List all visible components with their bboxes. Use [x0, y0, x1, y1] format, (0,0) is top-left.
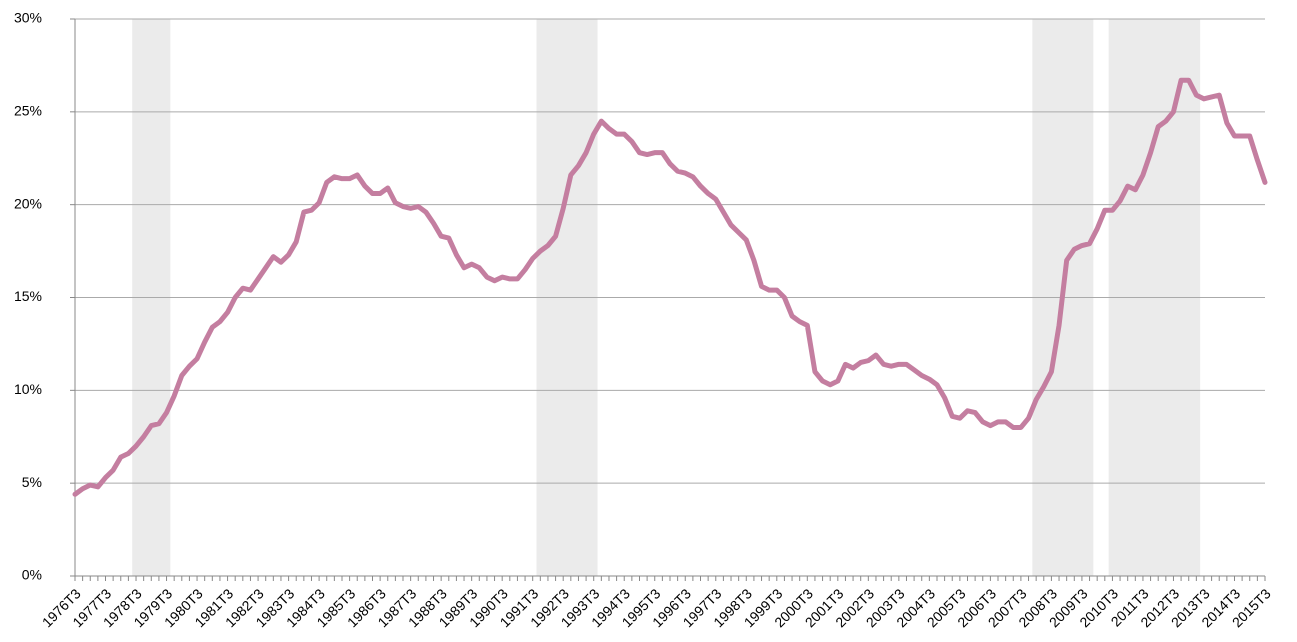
y-tick-label: 20% — [14, 195, 42, 211]
data-line — [72, 77, 1268, 497]
y-tick-label: 30% — [14, 10, 42, 26]
y-tick-label: 5% — [22, 474, 42, 490]
y-tick-label: 25% — [14, 103, 42, 119]
y-tick-label: 0% — [22, 567, 42, 583]
y-tick-label: 10% — [14, 381, 42, 397]
y-tick-label: 15% — [14, 288, 42, 304]
